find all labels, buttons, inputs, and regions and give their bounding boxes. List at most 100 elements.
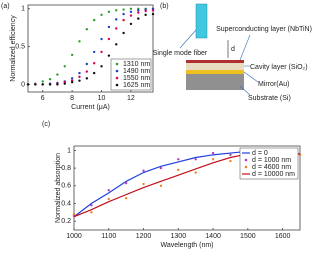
data-point xyxy=(122,31,125,35)
x-tick-label: 6 xyxy=(41,95,45,102)
data-point xyxy=(41,83,44,86)
x-axis-label: Wavelength (nm) xyxy=(160,242,213,249)
mirror-label: Mirror(Au) xyxy=(258,81,290,88)
pointer xyxy=(239,85,251,96)
data-point xyxy=(70,77,74,80)
data-point xyxy=(78,79,81,82)
y-tick-label: 0.6 xyxy=(61,183,71,190)
data-point xyxy=(78,71,81,75)
fiber-label: Single mode fiber xyxy=(153,50,208,57)
legend-label: 1490 nm xyxy=(123,68,150,75)
data-point xyxy=(34,83,37,86)
data-point xyxy=(142,182,145,186)
panel-label: (b) xyxy=(160,3,169,10)
data-point xyxy=(177,168,180,172)
plot-frame xyxy=(73,145,301,231)
data-point xyxy=(142,169,145,172)
data-point xyxy=(177,158,180,161)
data-point xyxy=(124,181,128,185)
data-point xyxy=(115,43,118,46)
y-tick-label: 0 xyxy=(21,81,25,88)
data-point xyxy=(56,83,59,86)
y-tick-label: 1 xyxy=(67,147,71,154)
x-tick-label: 1100 xyxy=(101,233,116,240)
panel-label: (a) xyxy=(1,3,10,10)
data-point xyxy=(90,204,93,207)
cavity-label: Cavity layer (SiO₂) xyxy=(250,64,308,71)
data-point xyxy=(100,37,103,41)
legend-swatch xyxy=(115,76,119,80)
data-point xyxy=(115,9,118,12)
data-point xyxy=(26,83,30,86)
data-point xyxy=(159,166,163,170)
substrate-label: Substrate (Si) xyxy=(248,95,291,102)
data-point xyxy=(92,71,96,75)
fiber xyxy=(195,3,208,39)
data-point xyxy=(115,27,118,30)
legend-swatch xyxy=(115,83,119,87)
data-point xyxy=(78,75,81,79)
x-tick-label: 1300 xyxy=(171,233,187,240)
data-point xyxy=(100,13,103,17)
legend-label: 1310 nm xyxy=(123,61,150,68)
data-point xyxy=(122,18,125,22)
data-point xyxy=(56,73,59,76)
data-point xyxy=(122,12,125,16)
legend-swatch xyxy=(244,165,248,169)
data-point xyxy=(92,18,96,22)
substrate-layer xyxy=(186,74,244,90)
x-tick-label: 12 xyxy=(127,95,135,102)
data-point xyxy=(100,50,103,54)
x-tick-label: 1200 xyxy=(136,233,152,240)
data-point xyxy=(194,171,197,174)
data-point xyxy=(107,54,111,57)
x-tick-label: 1400 xyxy=(205,233,221,240)
data-point xyxy=(78,40,81,43)
x-axis-label: Current (μA) xyxy=(71,104,110,111)
data-point xyxy=(72,212,76,216)
pointer xyxy=(239,34,251,61)
legend-label: d = 1000 nm xyxy=(252,157,291,164)
pointer xyxy=(243,71,259,83)
y-tick-label: 0.2 xyxy=(61,218,71,225)
x-tick-label: 1500 xyxy=(240,233,256,240)
data-point xyxy=(48,77,52,81)
data-point xyxy=(137,9,140,12)
legend-label: d = 10000 nm xyxy=(252,171,295,178)
legend-label: 1625 nm xyxy=(123,82,150,89)
data-point xyxy=(137,11,140,14)
legend-swatch xyxy=(115,62,119,66)
data-point xyxy=(85,70,89,73)
data-point xyxy=(137,17,140,20)
data-point xyxy=(211,151,215,155)
data-point xyxy=(151,9,155,12)
y-tick-label: 0.8 xyxy=(61,165,71,172)
data-point xyxy=(92,62,96,65)
y-tick-label: 0.4 xyxy=(61,200,71,207)
gap-label: d xyxy=(231,46,235,53)
data-point xyxy=(229,153,232,157)
data-point xyxy=(159,184,163,187)
data-point xyxy=(211,158,215,161)
legend-label: d = 4600 nm xyxy=(252,164,291,171)
nbtin-layer xyxy=(186,60,244,63)
data-point xyxy=(129,10,133,14)
y-tick-label: 0.5 xyxy=(15,43,25,50)
data-point xyxy=(107,25,111,29)
pointer xyxy=(179,29,197,49)
data-point xyxy=(129,22,133,26)
data-point xyxy=(70,53,74,57)
data-point xyxy=(63,82,66,85)
data-point xyxy=(129,14,133,17)
data-point xyxy=(229,159,232,163)
legend-label: d = 0 xyxy=(252,150,268,157)
data-point xyxy=(41,80,44,83)
figure: (a) (b) (c) d Single mode fiber Supercon… xyxy=(1,3,312,249)
data-point xyxy=(70,80,74,84)
data-point xyxy=(85,77,89,80)
legend-label: 1550 nm xyxy=(123,75,150,82)
legend-swatch xyxy=(115,69,119,73)
x-tick-label: 1600 xyxy=(275,233,291,240)
legend-swatch xyxy=(244,158,248,162)
panel-label: (c) xyxy=(42,121,50,128)
